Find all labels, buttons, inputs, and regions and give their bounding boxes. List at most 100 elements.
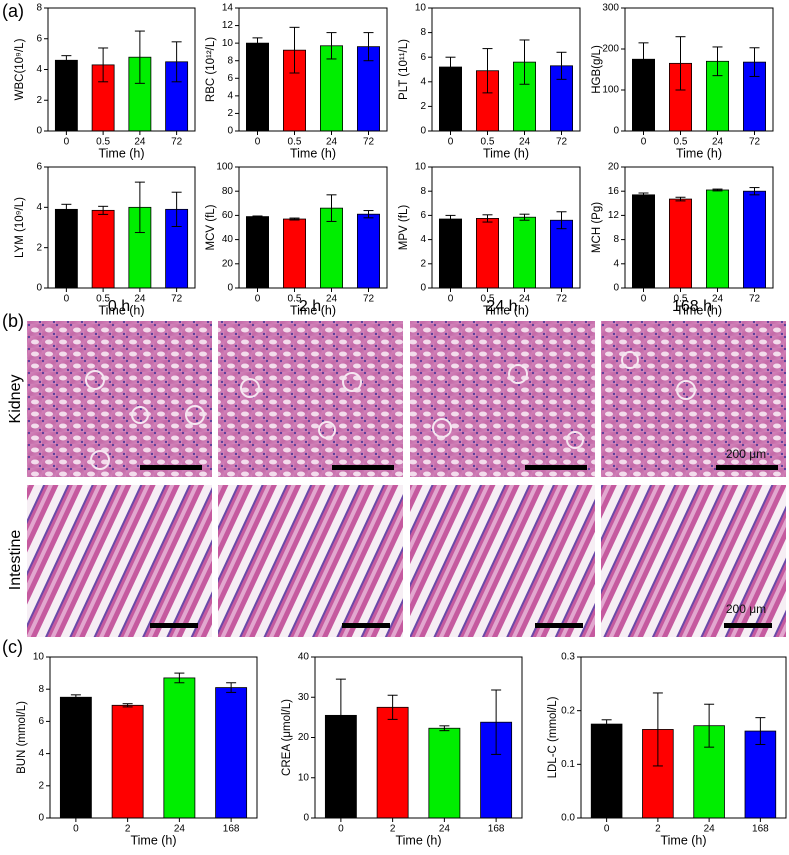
y-tick-label: 0 xyxy=(38,813,44,824)
glomeruli xyxy=(85,351,696,470)
y-axis-label: MCV (fL) xyxy=(205,204,217,250)
x-tick-label: 0 xyxy=(64,137,70,148)
y-tick-label: 6 xyxy=(38,716,44,727)
y-tick-label: 6 xyxy=(36,162,42,173)
y-tick-label: 0.3 xyxy=(561,652,575,663)
y-tick-label: 8 xyxy=(36,3,42,14)
x-tick-label: 0 xyxy=(255,294,261,305)
bar xyxy=(706,189,730,289)
bar xyxy=(91,209,115,289)
y-tick-label: 4 xyxy=(420,76,426,87)
y-axis-label: MPV (fL) xyxy=(398,205,410,251)
bar xyxy=(245,42,269,132)
y-tick-label: 2 xyxy=(36,242,42,253)
x-tick-label: 24 xyxy=(326,294,338,305)
y-tick-label: 4 xyxy=(420,234,426,245)
x-tick-label: 24 xyxy=(326,137,338,148)
x-axis-label: Time (h) xyxy=(98,146,144,160)
y-tick-label: 6 xyxy=(420,210,426,221)
x-axis-label: Time (h) xyxy=(98,303,144,317)
histology-image xyxy=(218,485,403,637)
y-tick-label: 2 xyxy=(227,108,233,119)
y-tick-label: 10 xyxy=(415,162,427,173)
y-axis-label: CREA (μmol/L) xyxy=(281,699,293,776)
y-tick-label: 10 xyxy=(222,38,234,49)
x-axis-label: Time (h) xyxy=(290,146,336,160)
y-axis-label: WBC(10⁹/L) xyxy=(14,38,26,100)
bar xyxy=(438,218,462,289)
y-tick-label: 0 xyxy=(227,126,233,137)
panel-label: (a) xyxy=(2,1,24,21)
y-tick-label: 40 xyxy=(222,234,234,245)
y-axis-label: RBC (10¹²/L) xyxy=(205,37,217,102)
y-tick-label: 4 xyxy=(38,748,44,759)
x-tick-label: 2 xyxy=(390,824,396,835)
x-axis-label: Time (h) xyxy=(660,833,706,847)
panel-label: (b) xyxy=(2,311,24,331)
x-tick-label: 0.5 xyxy=(288,294,302,305)
x-tick-label: 24 xyxy=(134,294,146,305)
row-label: Kidney xyxy=(7,375,24,424)
x-axis-label: Time (h) xyxy=(130,833,176,847)
x-axis-label: Time (h) xyxy=(676,146,722,160)
plot-frame xyxy=(580,656,787,819)
y-tick-label: 0 xyxy=(420,283,426,294)
column-label: 0 h xyxy=(108,298,130,315)
x-tick-label: 0 xyxy=(255,137,261,148)
bar xyxy=(245,216,269,289)
plot-frame xyxy=(624,166,774,289)
y-tick-label: 8 xyxy=(38,684,44,695)
bar xyxy=(513,216,537,289)
plot-frame xyxy=(314,656,523,819)
panel-label: (c) xyxy=(2,637,23,657)
x-tick-label: 0.5 xyxy=(96,137,110,148)
y-tick-label: 0 xyxy=(36,126,42,137)
x-tick-label: 2 xyxy=(125,824,131,835)
y-tick-label: 20 xyxy=(608,162,620,173)
column-label: 24 h xyxy=(486,298,517,315)
x-tick-label: 2 xyxy=(655,824,661,835)
x-tick-label: 0.5 xyxy=(481,294,495,305)
y-tick-label: 8 xyxy=(420,27,426,38)
y-tick-label: 10 xyxy=(33,652,45,663)
scale-bar xyxy=(716,465,778,470)
column-label: 168 h xyxy=(672,298,712,315)
x-tick-label: 0 xyxy=(73,824,79,835)
bar xyxy=(59,696,92,819)
bar xyxy=(590,723,623,819)
x-tick-label: 0 xyxy=(604,824,610,835)
y-tick-label: 2 xyxy=(420,101,426,112)
histology-image xyxy=(601,321,786,477)
x-tick-label: 0 xyxy=(448,137,454,148)
x-tick-label: 24 xyxy=(174,824,186,835)
y-tick-label: 4 xyxy=(227,90,233,101)
row-label: Intestine xyxy=(7,530,24,591)
y-tick-label: 2 xyxy=(36,95,42,106)
y-tick-label: 0 xyxy=(36,283,42,294)
y-axis-label: MCH (Pg) xyxy=(591,202,603,253)
x-tick-label: 0 xyxy=(641,294,647,305)
scale-bar xyxy=(150,623,198,628)
histology-image xyxy=(218,321,403,477)
x-tick-label: 24 xyxy=(439,824,451,835)
scale-bar xyxy=(140,465,202,470)
kidney-images: 200 μm xyxy=(27,321,786,477)
y-tick-label: 2 xyxy=(38,780,44,791)
x-tick-label: 0 xyxy=(338,824,344,835)
scale-bar-label: 200 μm xyxy=(726,447,766,461)
plot-frame xyxy=(431,7,581,132)
x-tick-label: 168 xyxy=(223,824,240,835)
x-tick-label: 24 xyxy=(519,294,531,305)
y-tick-label: 8 xyxy=(420,186,426,197)
bar xyxy=(428,727,461,819)
x-axis-label: Time (h) xyxy=(395,833,441,847)
x-tick-label: 72 xyxy=(556,294,568,305)
bar xyxy=(744,730,777,819)
histology-image xyxy=(410,321,595,477)
bar xyxy=(163,677,196,819)
plot-frame xyxy=(47,166,196,289)
y-tick-label: 100 xyxy=(216,162,233,173)
histology-image xyxy=(27,485,212,637)
y-tick-label: 30 xyxy=(298,692,310,703)
